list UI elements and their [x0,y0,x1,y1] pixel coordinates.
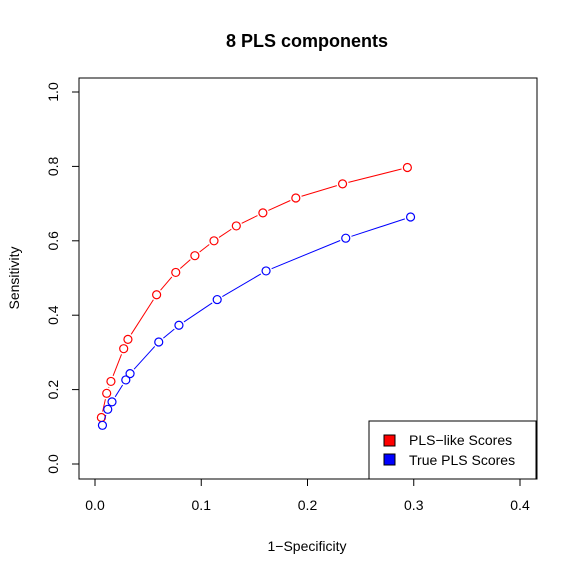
data-point [124,335,132,343]
series-segment [272,240,341,268]
data-point [403,164,411,172]
series-segment [115,385,122,397]
data-point [172,268,180,276]
y-tick-label: 0.4 [45,305,61,325]
data-point [210,237,218,245]
y-tick-label: 0.8 [45,156,61,176]
data-point [97,414,105,422]
x-tick-label: 0.2 [298,497,318,513]
legend-box [369,421,536,479]
data-point [98,421,106,429]
series-pls-like-scores [97,164,411,422]
data-point [153,291,161,299]
series-segment [348,169,401,182]
series-segment [302,186,337,197]
x-axis: 0.0 0.1 0.2 0.3 0.4 [85,479,530,513]
series-segment [184,303,212,322]
series-segment [351,219,404,236]
x-axis-label: 1−Specificity [268,538,347,554]
plot-frame [79,78,537,479]
series-true-pls-scores [98,213,414,429]
x-tick-label: 0.4 [510,497,530,513]
y-tick-label: 0.0 [45,454,61,474]
data-point [126,370,134,378]
x-tick-label: 0.3 [404,497,424,513]
x-tick-label: 0.1 [192,497,212,513]
y-axis-label: Sensitivity [6,246,22,309]
y-tick-label: 1.0 [45,82,61,102]
series-segment [131,300,153,335]
data-point [407,213,415,221]
data-point [120,345,128,353]
series-segment [161,277,172,290]
data-point [339,180,347,188]
series-segment [242,216,258,224]
data-point [259,209,267,217]
data-point [191,252,199,260]
legend-swatch-pls-like [384,435,395,446]
legend-label-pls-like: PLS−like Scores [409,432,512,448]
y-tick-label: 0.6 [45,231,61,251]
series-layer [97,164,414,430]
series-segment [134,346,155,369]
legend: PLS−like Scores True PLS Scores [369,421,536,479]
series-segment [180,260,190,269]
data-point [262,267,270,275]
series-segment [163,329,174,338]
legend-swatch-true-pls [384,454,395,465]
y-tick-label: 0.2 [45,380,61,400]
data-point [342,234,350,242]
series-segment [113,354,121,376]
data-point [108,398,116,406]
data-point [107,377,115,385]
data-point [292,194,300,202]
data-point [104,405,112,413]
y-axis: 0.0 0.2 0.4 0.6 0.8 1.0 [45,82,79,474]
data-point [175,321,183,329]
series-segment [222,274,261,297]
data-point [103,389,111,397]
series-segment [200,244,210,252]
legend-label-true-pls: True PLS Scores [409,452,515,468]
data-point [232,222,240,230]
x-tick-label: 0.0 [85,497,105,513]
data-point [213,296,221,304]
series-segment [219,229,231,237]
data-point [155,338,163,346]
series-segment [268,200,290,210]
chart-title: 8 PLS components [226,31,388,51]
